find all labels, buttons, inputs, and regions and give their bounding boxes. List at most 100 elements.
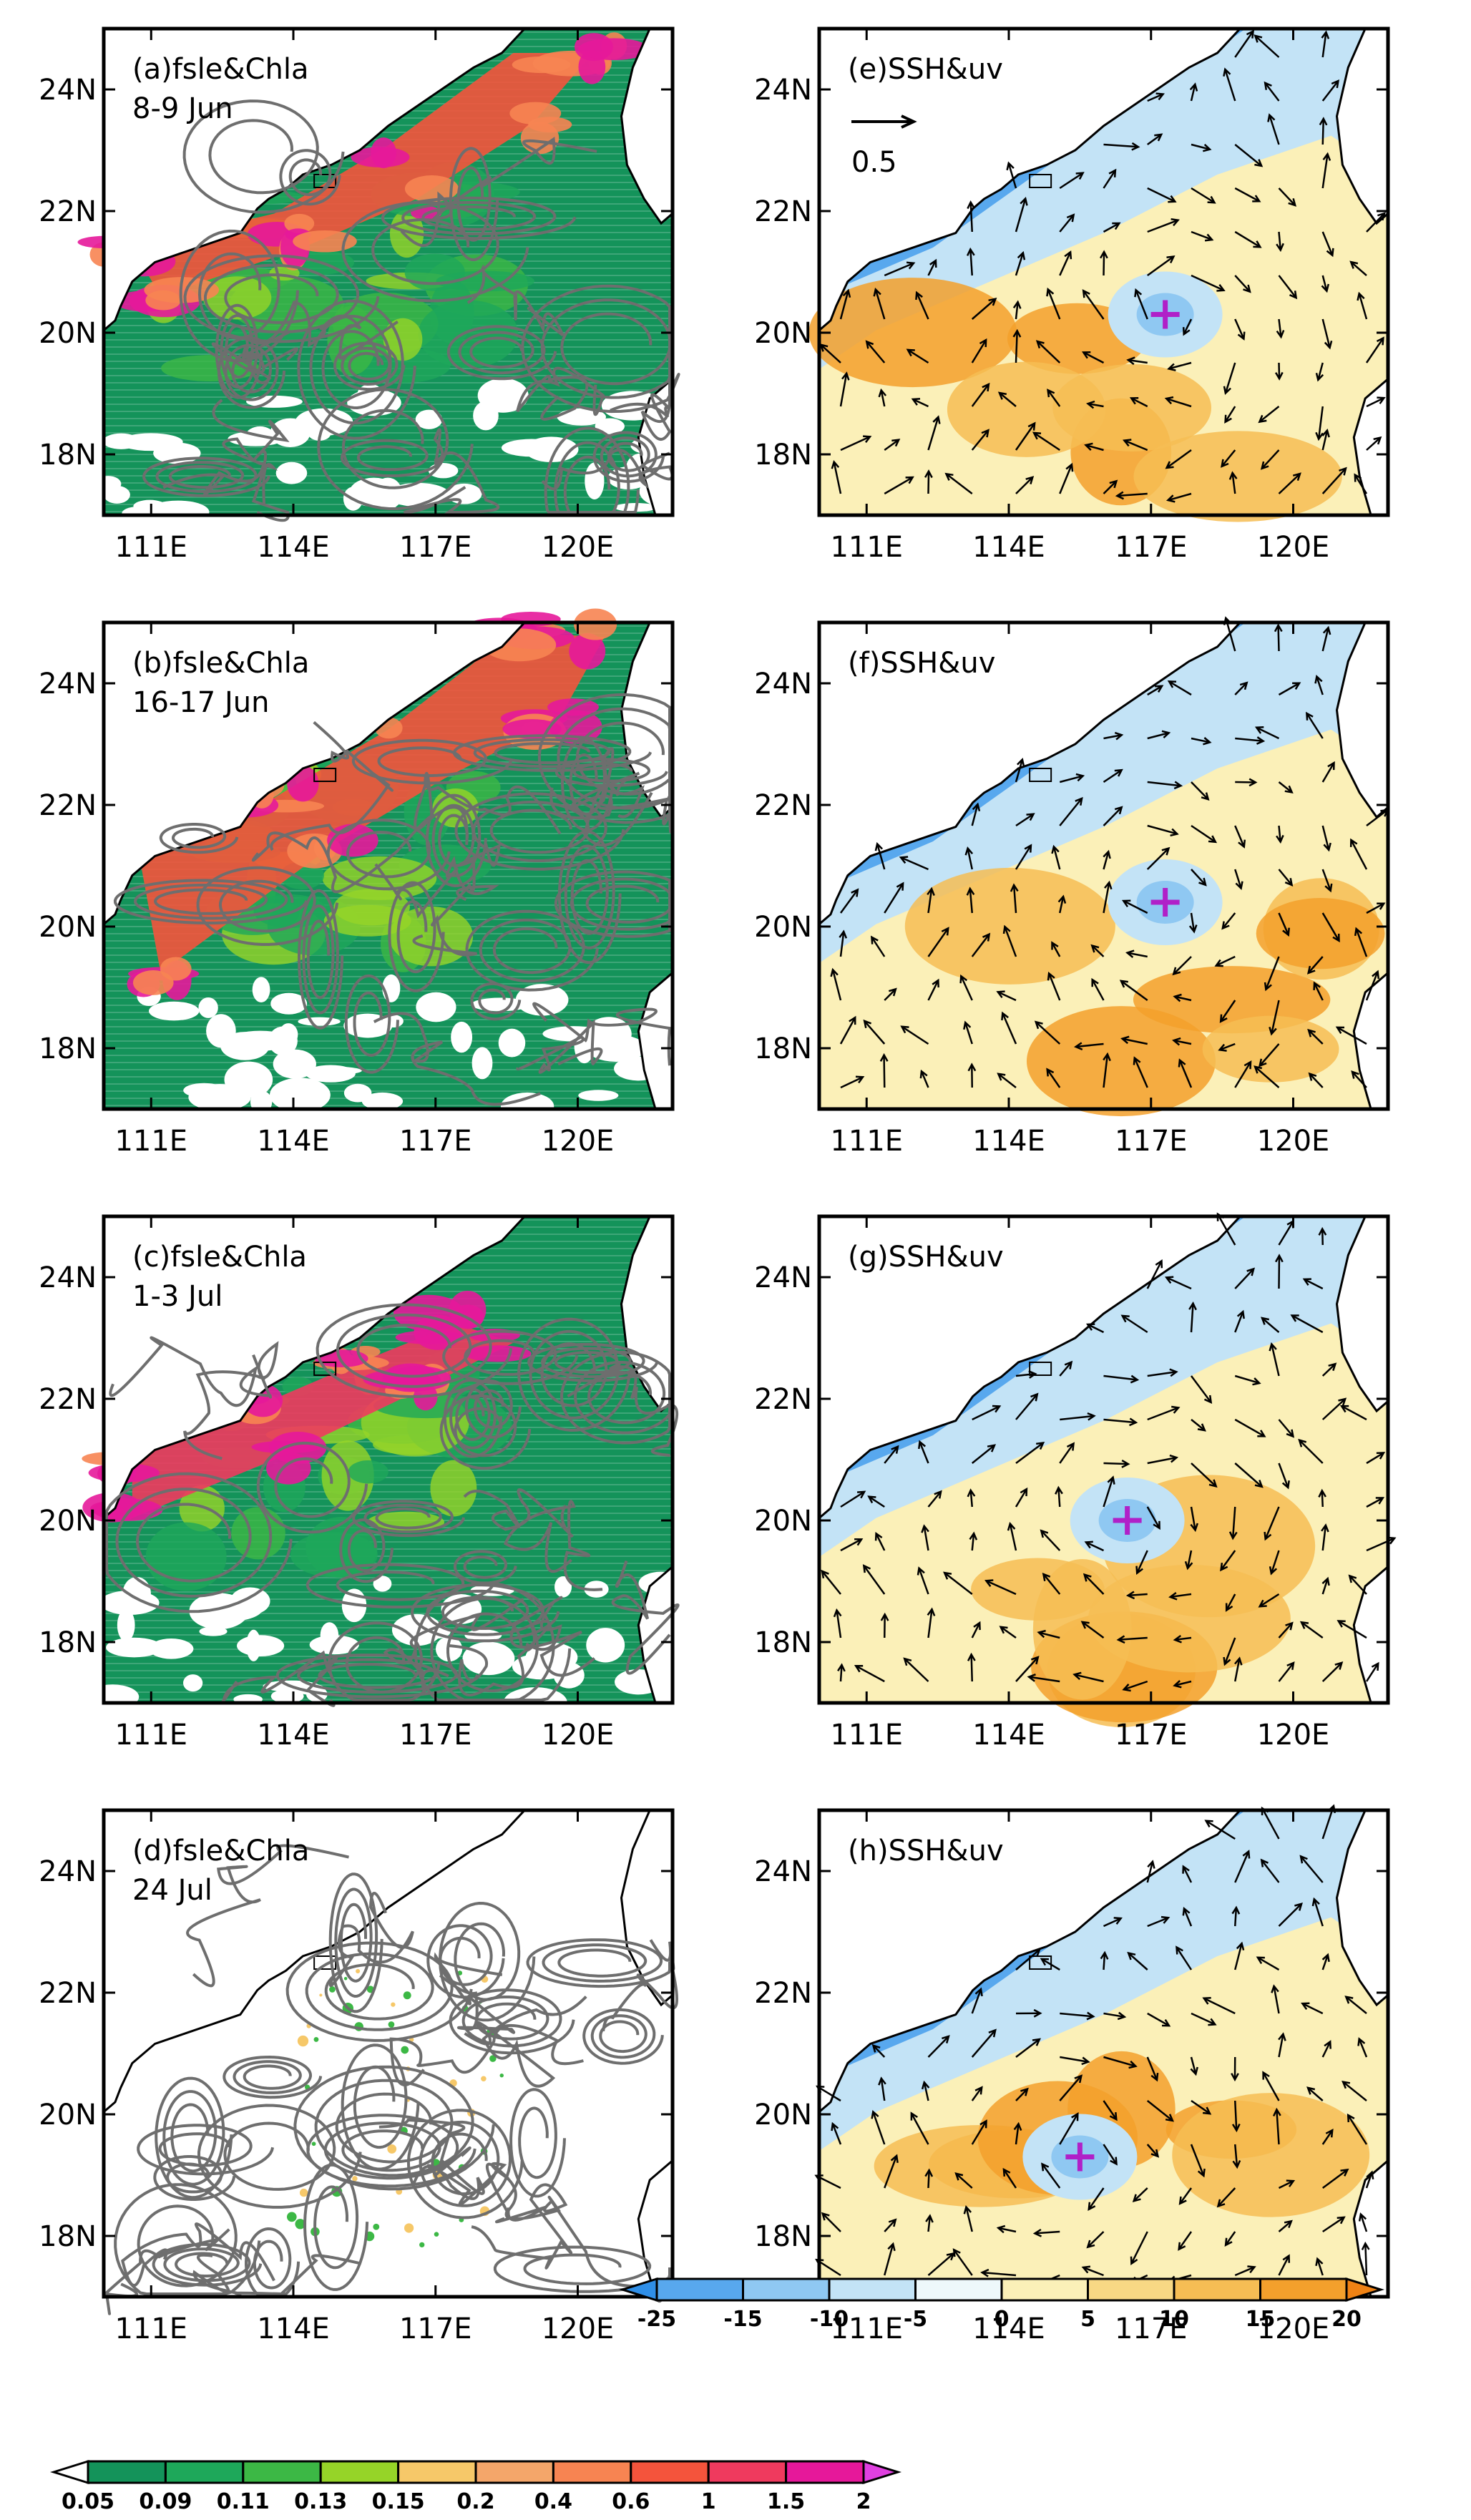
panel-a-xtick-label: 114E: [257, 531, 330, 564]
panel-b-chla-gap: [198, 997, 218, 1018]
panel-b-xtick-label: 117E: [399, 1125, 472, 1158]
chla-colorbar-low-extend: [54, 2461, 88, 2483]
chla-colorbar-label: 0.05: [62, 2489, 114, 2514]
chla-colorbar-swatch: [476, 2461, 553, 2483]
panel-c-chla-gap: [246, 1630, 260, 1661]
panel-b-xtick-label: 114E: [257, 1125, 330, 1158]
panel-a-chla-patch: [419, 300, 519, 368]
panel-a-xtick-label: 120E: [542, 531, 615, 564]
chla-colorbar-swatch: [631, 2461, 708, 2483]
panel-b-date: 16-17 Jun: [132, 686, 269, 719]
panel-h-velocity-arrow: [1365, 2243, 1367, 2275]
panel-f-ytick-label: 20N: [754, 911, 812, 944]
panel-a-ytick-label: 24N: [39, 74, 97, 107]
panel-g-ytick-label: 22N: [754, 1383, 812, 1416]
panel-b-chla-gap: [306, 1065, 355, 1083]
panel-e-velocity-arrow: [1016, 331, 1017, 363]
panel-h-ssh-high: [1172, 2093, 1369, 2217]
panel-d-ytick-label: 18N: [39, 2220, 97, 2253]
panel-b-chla-gap: [188, 1084, 250, 1110]
panel-f-ytick-label: 24N: [754, 668, 812, 700]
panel-d-xtick-label: 120E: [542, 2313, 615, 2345]
ssh-colorbar-swatch: [1002, 2279, 1088, 2300]
panel-a-chla-gap: [95, 476, 121, 492]
chla-colorbar-label: 0.13: [294, 2489, 347, 2514]
panel-c-chla-patch: [231, 1507, 285, 1559]
panel-b-ytick-label: 18N: [39, 1032, 97, 1065]
panel-e-ytick-label: 22N: [754, 195, 812, 228]
chla-colorbar-label: 0.11: [217, 2489, 270, 2514]
panel-d-title: (d)fsle&Chla: [132, 1835, 309, 1867]
chla-colorbar-label: 0.6: [612, 2489, 650, 2514]
panel-h-ytick-label: 18N: [754, 2220, 812, 2253]
panel-b-chla-gap: [472, 1047, 493, 1079]
ssh-colorbar-swatch: [1261, 2279, 1347, 2300]
panel-c-title: (c)fsle&Chla: [132, 1241, 307, 1274]
panel-d-chla-speck: [404, 1991, 411, 1999]
panel-b-chla-gap: [253, 977, 270, 1002]
panel-d-chla-speck: [434, 2232, 439, 2237]
ssh-colorbar-label: 15: [1246, 2307, 1276, 2332]
panel-d-chla-speck: [319, 1993, 322, 1996]
chla-colorbar-swatch: [321, 2461, 398, 2483]
panel-e-xtick-label: 111E: [830, 531, 903, 564]
panel-d-chla-speck: [404, 2223, 414, 2232]
panel-e-xtick-label: 120E: [1257, 531, 1330, 564]
panel-d-chla-speck: [500, 2074, 504, 2077]
panel-d-chla-speck: [391, 2002, 395, 2006]
ssh-colorbar-swatch: [1174, 2279, 1261, 2300]
panel-e-xtick-label: 114E: [972, 531, 1045, 564]
panel-b-chla-gap: [499, 1029, 526, 1058]
panel-e-velocity-arrow: [1323, 119, 1324, 145]
panel-f-velocity-arrow: [884, 1055, 885, 1088]
panel-a-chla-hot: [512, 57, 571, 73]
panel-c-chla-gap: [87, 1684, 139, 1709]
panel-e-ytick-label: 20N: [754, 317, 812, 350]
panel-a-chla-gap: [429, 463, 459, 478]
panel-b-chla-gap: [605, 1042, 632, 1054]
ssh-colorbar-swatch: [743, 2279, 830, 2300]
panel-d-chla-speck: [419, 2242, 424, 2247]
panel-d-chla-speck: [373, 2224, 379, 2230]
reference-vector-label: 0.5: [851, 146, 897, 179]
chla-colorbar-swatch: [708, 2461, 786, 2483]
panel-c-chla-gap: [199, 1626, 227, 1636]
panel-b-ytick-label: 24N: [39, 668, 97, 700]
ssh-colorbar-swatch: [657, 2279, 743, 2300]
ssh-colorbar-swatch: [1088, 2279, 1175, 2300]
panel-d-chla-speck: [314, 2037, 319, 2042]
panel-b-chla-hot: [133, 970, 174, 995]
chla-colorbar-label: 0.4: [534, 2489, 572, 2514]
panel-a-title: (a)fsle&Chla: [132, 53, 308, 86]
ssh-colorbar-label: -5: [904, 2307, 927, 2332]
panel-a-ytick-label: 20N: [39, 317, 97, 350]
panel-f-ytick-label: 18N: [754, 1032, 812, 1065]
panel-c-chla-gap: [586, 1628, 625, 1662]
panel-e-ytick-label: 18N: [754, 439, 812, 472]
panel-d-ytick-label: 22N: [39, 1977, 97, 2010]
chla-colorbar-swatch: [553, 2461, 630, 2483]
panel-b-chla-hot: [574, 609, 617, 640]
panel-d-chla-speck: [352, 2176, 357, 2181]
ssh-colorbar-label: -25: [637, 2307, 676, 2332]
panel-b-ytick-label: 20N: [39, 911, 97, 944]
panel-h-ytick-label: 24N: [754, 1855, 812, 1888]
panel-g-xtick-label: 117E: [1115, 1719, 1188, 1752]
panel-b-chla-gap: [578, 1090, 618, 1100]
ssh-colorbar-label: 0: [994, 2307, 1010, 2332]
panel-a-ytick-label: 18N: [39, 439, 97, 472]
panel-b-xtick-label: 120E: [542, 1125, 615, 1158]
panel-c-xtick-label: 120E: [542, 1719, 615, 1752]
chla-colorbar-label: 0.15: [372, 2489, 425, 2514]
panel-g-xtick-label: 120E: [1257, 1719, 1330, 1752]
panel-b-ytick-label: 22N: [39, 789, 97, 822]
panel-c-ytick-label: 20N: [39, 1505, 97, 1538]
panel-d-ytick-label: 24N: [39, 1855, 97, 1888]
